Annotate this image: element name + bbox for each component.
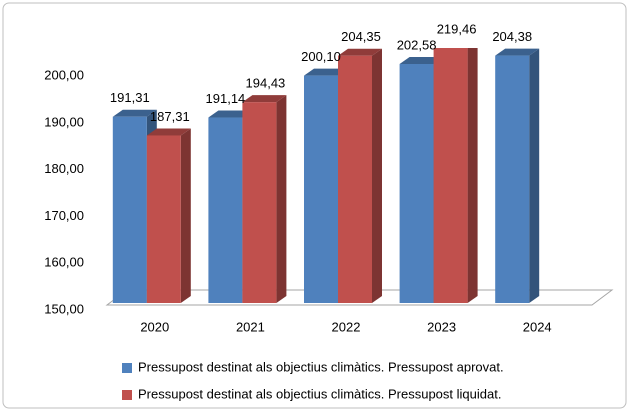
x-tick-label: 2020: [140, 319, 169, 334]
value-label: 202,58: [397, 37, 437, 52]
legend-swatch: [122, 363, 132, 373]
x-tick-label: 2023: [427, 319, 456, 334]
bar: [399, 64, 434, 303]
x-tick-label: 2024: [523, 319, 552, 334]
bar-group: [433, 48, 478, 303]
y-tick-label: 180,00: [44, 161, 84, 176]
bar-side: [529, 48, 540, 303]
y-tick-label: 200,00: [44, 68, 84, 83]
bar-top: [495, 48, 540, 56]
bar: [242, 102, 277, 303]
plot-area: [112, 48, 540, 304]
value-label: 191,14: [206, 91, 246, 106]
legend-swatch: [122, 390, 132, 400]
y-tick-label: 160,00: [44, 255, 84, 270]
bar-top: [338, 48, 382, 56]
y-tick-label: 150,00: [44, 301, 84, 316]
value-label: 191,31: [110, 90, 150, 105]
value-label: 200,10: [301, 49, 341, 64]
bar: [338, 55, 372, 304]
bar-side: [467, 48, 478, 303]
bar: [495, 55, 530, 303]
x-tick-label: 2022: [332, 319, 361, 334]
x-tick-label: 2021: [236, 319, 265, 334]
bar: [208, 117, 243, 303]
bar: [433, 48, 468, 303]
bar: [304, 75, 338, 303]
bar-group: [338, 48, 382, 304]
bar: [112, 116, 147, 303]
bar-top: [399, 57, 444, 65]
legend-label: Pressupost destinat als objectius climàt…: [138, 386, 501, 401]
bar-group: [495, 48, 540, 303]
bar-top: [208, 110, 253, 118]
y-tick-label: 190,00: [44, 114, 84, 129]
y-tick-label: 170,00: [44, 208, 84, 223]
bar-top: [112, 109, 157, 117]
bar-side: [372, 48, 382, 304]
value-label: 187,31: [150, 109, 190, 124]
value-label: 219,46: [437, 21, 477, 36]
legend-label: Pressupost destinat als objectius climàt…: [138, 359, 504, 374]
bar: [146, 135, 181, 303]
value-label: 204,38: [492, 29, 532, 44]
bar-top: [304, 68, 348, 76]
value-label: 204,35: [341, 29, 381, 44]
bar-side: [276, 95, 287, 303]
bar-group: [146, 128, 191, 303]
bar-side: [180, 128, 191, 303]
bar-group: [242, 95, 287, 303]
bar-top: [146, 128, 191, 136]
bar-top: [242, 95, 287, 103]
value-label: 194,43: [246, 76, 286, 91]
